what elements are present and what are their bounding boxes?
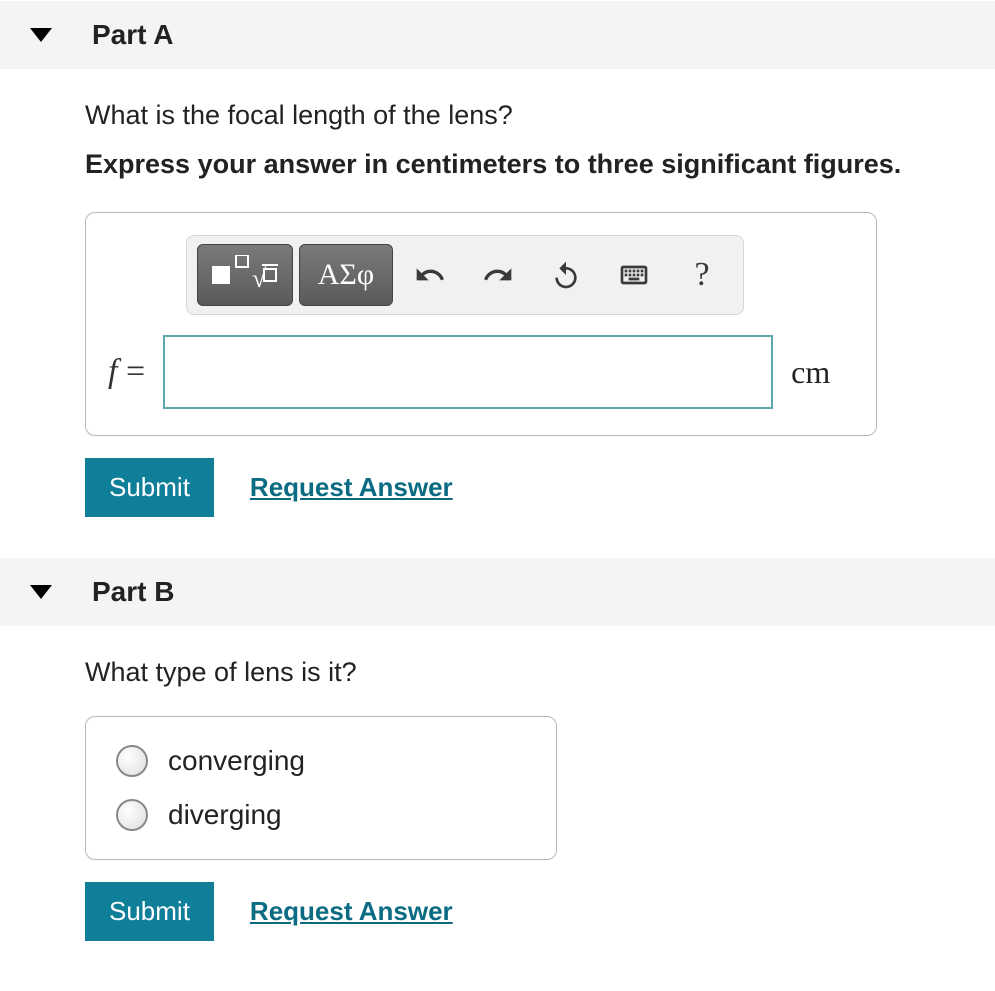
collapse-icon bbox=[30, 28, 52, 42]
part-a-question: What is the focal length of the lens? bbox=[85, 100, 975, 131]
part-a-header[interactable]: Part A bbox=[0, 0, 995, 70]
help-button[interactable]: ? bbox=[671, 244, 733, 306]
part-b-title: Part B bbox=[92, 576, 174, 608]
submit-button[interactable]: Submit bbox=[85, 882, 214, 941]
symbols-button[interactable]: ΑΣφ bbox=[299, 244, 393, 306]
redo-icon bbox=[482, 259, 514, 291]
radio-box: converging diverging bbox=[85, 716, 557, 860]
part-a-instruction: Express your answer in centimeters to th… bbox=[85, 149, 975, 180]
submit-button[interactable]: Submit bbox=[85, 458, 214, 517]
undo-icon bbox=[414, 259, 446, 291]
radio-option-diverging[interactable]: diverging bbox=[116, 799, 526, 831]
input-row: f = cm bbox=[108, 335, 854, 409]
answer-input[interactable] bbox=[163, 335, 773, 409]
undo-button[interactable] bbox=[399, 244, 461, 306]
templates-button[interactable]: √ bbox=[197, 244, 293, 306]
collapse-icon bbox=[30, 585, 52, 599]
part-b-question: What type of lens is it? bbox=[85, 657, 975, 688]
part-a-title: Part A bbox=[92, 19, 173, 51]
radio-label: diverging bbox=[168, 799, 282, 831]
equation-toolbar: √ ΑΣφ ? bbox=[186, 235, 744, 315]
request-answer-link[interactable]: Request Answer bbox=[250, 896, 453, 927]
part-a-body: What is the focal length of the lens? Ex… bbox=[0, 70, 995, 557]
part-b-actions: Submit Request Answer bbox=[85, 882, 975, 941]
symbols-label: ΑΣφ bbox=[318, 258, 374, 292]
templates-icon: √ bbox=[212, 255, 278, 295]
radio-option-converging[interactable]: converging bbox=[116, 745, 526, 777]
reset-button[interactable] bbox=[535, 244, 597, 306]
request-answer-link[interactable]: Request Answer bbox=[250, 472, 453, 503]
keyboard-icon bbox=[618, 259, 650, 291]
help-icon: ? bbox=[694, 256, 709, 294]
radio-icon bbox=[116, 745, 148, 777]
part-b-header[interactable]: Part B bbox=[0, 557, 995, 627]
unit-label: cm bbox=[791, 354, 830, 391]
answer-box: √ ΑΣφ ? bbox=[85, 212, 877, 436]
reset-icon bbox=[550, 259, 582, 291]
variable-label: f = bbox=[108, 353, 145, 391]
keyboard-button[interactable] bbox=[603, 244, 665, 306]
part-a-actions: Submit Request Answer bbox=[85, 458, 975, 517]
redo-button[interactable] bbox=[467, 244, 529, 306]
radio-icon bbox=[116, 799, 148, 831]
part-b-body: What type of lens is it? converging dive… bbox=[0, 627, 995, 941]
radio-label: converging bbox=[168, 745, 305, 777]
